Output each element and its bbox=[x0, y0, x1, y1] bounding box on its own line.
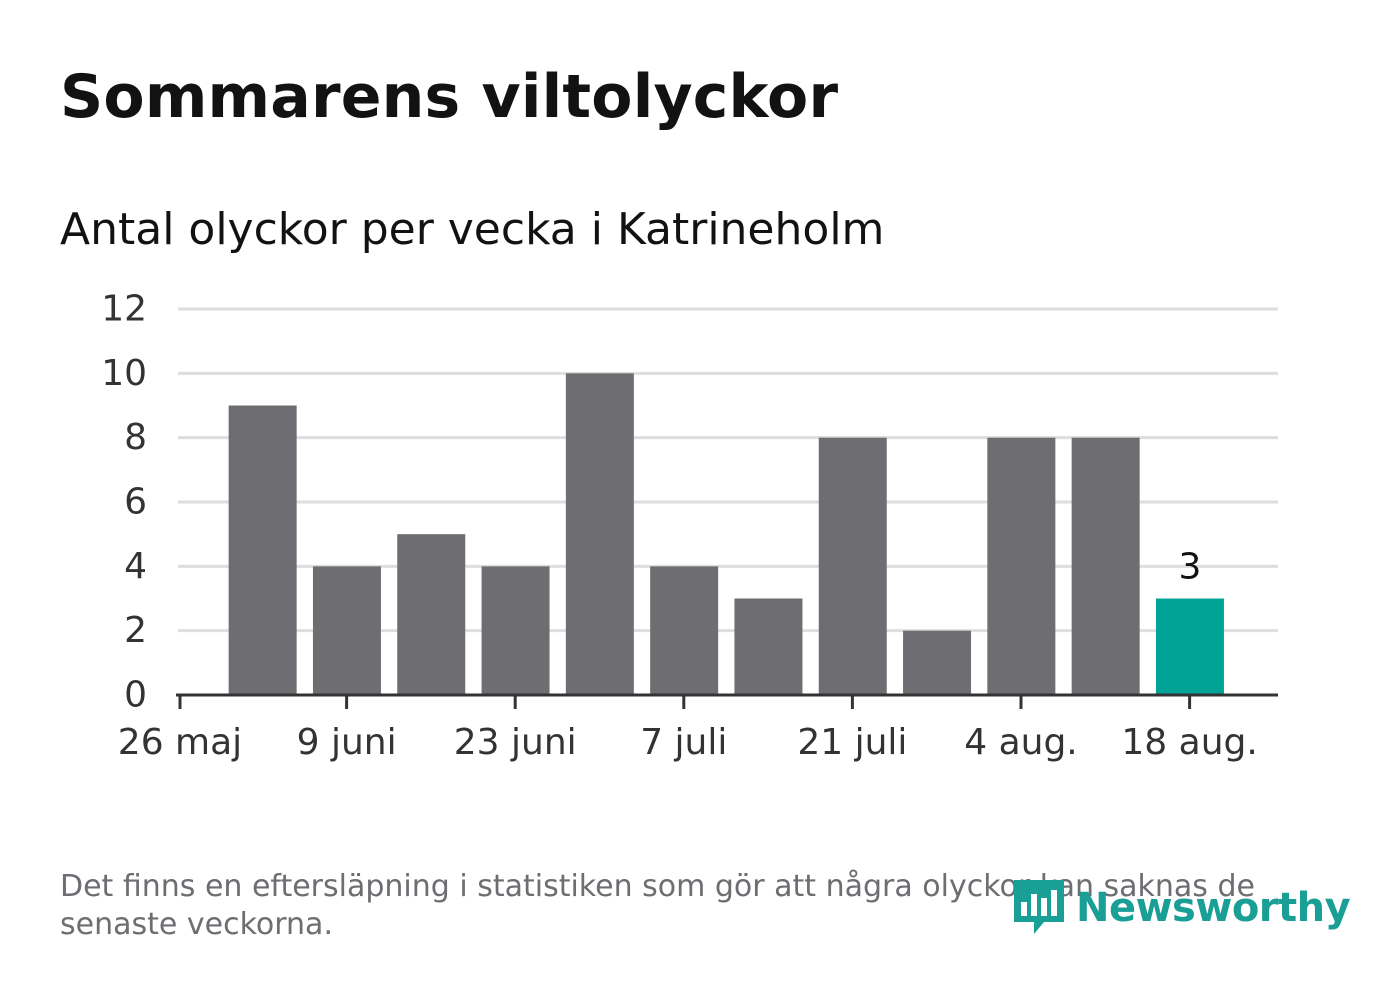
y-tick-label: 12 bbox=[101, 289, 147, 330]
y-tick-label: 4 bbox=[124, 546, 147, 587]
logo-text: Newsworthy bbox=[1076, 885, 1351, 931]
data-label: 3 bbox=[1178, 547, 1201, 588]
y-tick-label: 10 bbox=[101, 353, 147, 394]
bar-highlight bbox=[1155, 598, 1224, 695]
bar bbox=[903, 630, 972, 695]
y-tick-label: 0 bbox=[124, 675, 147, 716]
bar bbox=[987, 437, 1056, 695]
newsworthy-logo: Newsworthy bbox=[1010, 876, 1351, 940]
y-tick-label: 8 bbox=[124, 417, 147, 458]
bar bbox=[818, 437, 887, 695]
bar bbox=[228, 405, 297, 695]
y-tick-label: 2 bbox=[124, 610, 147, 651]
x-tick-label: 7 juli bbox=[640, 722, 727, 763]
bar bbox=[481, 566, 550, 695]
x-tick-label: 9 juni bbox=[297, 722, 397, 763]
newsworthy-bar-chart-icon bbox=[1014, 880, 1064, 934]
y-tick-label: 6 bbox=[124, 482, 147, 523]
chart-subtitle: Antal olyckor per vecka i Katrineholm bbox=[60, 204, 885, 255]
chart-title: Sommarens viltolyckor bbox=[60, 62, 839, 132]
x-tick-label: 4 aug. bbox=[964, 722, 1078, 763]
bar bbox=[397, 534, 466, 695]
bar bbox=[650, 566, 719, 695]
x-tick-label: 26 maj bbox=[118, 722, 242, 763]
bar bbox=[312, 566, 381, 695]
x-tick-label: 18 aug. bbox=[1121, 722, 1257, 763]
x-tick-label: 21 juli bbox=[797, 722, 907, 763]
bar bbox=[565, 373, 634, 695]
bar bbox=[734, 598, 803, 695]
x-tick-label: 23 juni bbox=[454, 722, 577, 763]
bar bbox=[1071, 437, 1140, 695]
